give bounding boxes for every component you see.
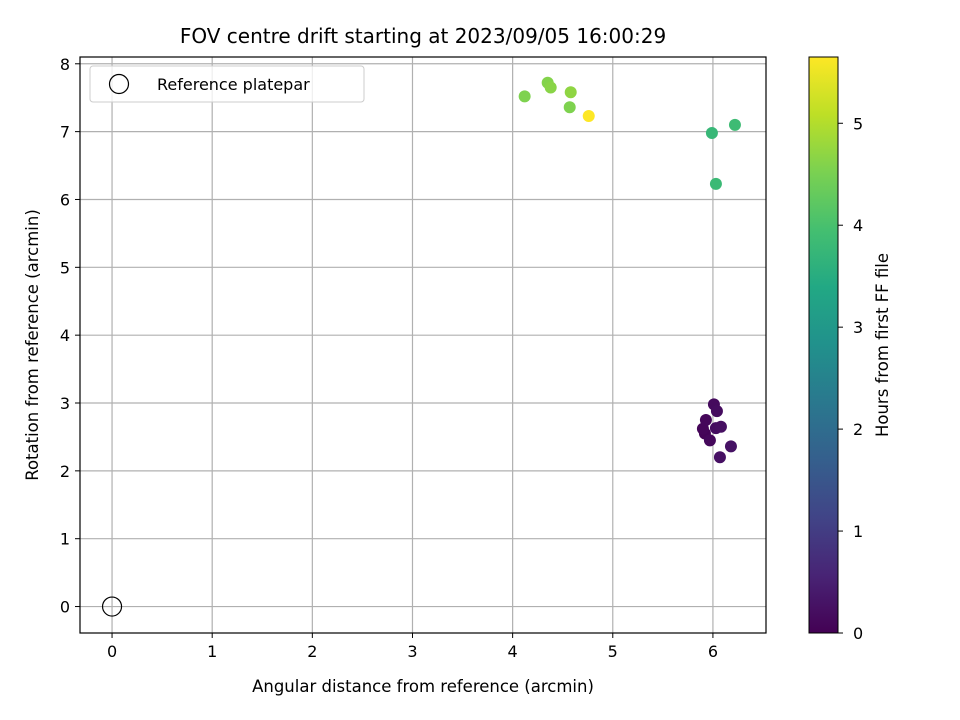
- y-tick-label: 6: [60, 190, 70, 209]
- data-point: [564, 86, 577, 99]
- legend: Reference platepar: [89, 65, 365, 103]
- data-point: [563, 101, 576, 114]
- chart-title: FOV centre drift starting at 2023/09/05 …: [180, 24, 666, 48]
- x-tick-label: 5: [608, 642, 618, 661]
- x-tick-label: 3: [407, 642, 417, 661]
- colorbar: [808, 56, 839, 634]
- legend-box: [89, 65, 365, 103]
- y-tick-label: 5: [60, 258, 70, 277]
- data-point: [705, 126, 718, 139]
- y-tick-label: 2: [60, 462, 70, 481]
- x-tick-label: 1: [207, 642, 217, 661]
- data-point: [544, 81, 557, 94]
- data-point: [703, 434, 716, 447]
- colorbar-tick-label: 4: [853, 216, 863, 235]
- data-point: [710, 405, 723, 418]
- x-tick-label: 4: [508, 642, 518, 661]
- x-axis-ticks: 0 1 2 3 4 5 6: [107, 633, 718, 661]
- legend-label-reference: Reference platepar: [157, 75, 310, 94]
- data-point: [714, 420, 727, 433]
- data-point: [709, 177, 722, 190]
- data-point: [724, 440, 737, 453]
- colorbar-tick-label: 5: [853, 114, 863, 133]
- x-tick-label: 2: [307, 642, 317, 661]
- y-axis-label: Rotation from reference (arcmin): [23, 209, 42, 481]
- data-points: [518, 76, 741, 464]
- y-tick-label: 0: [60, 598, 70, 617]
- colorbar-label: Hours from first FF file: [873, 253, 892, 437]
- y-tick-label: 4: [60, 326, 70, 345]
- x-axis-label: Angular distance from reference (arcmin): [252, 677, 594, 696]
- colorbar-tick-label: 0: [853, 624, 863, 643]
- data-point: [699, 413, 712, 426]
- y-tick-label: 8: [60, 55, 70, 74]
- y-tick-label: 7: [60, 123, 70, 142]
- x-tick-label: 0: [107, 642, 117, 661]
- y-tick-label: 1: [60, 530, 70, 549]
- legend-marker-reference: [108, 73, 130, 95]
- grid: [80, 57, 766, 633]
- colorbar-tick-label: 2: [853, 420, 863, 439]
- y-tick-label: 3: [60, 394, 70, 413]
- data-point: [518, 90, 531, 103]
- colorbar-ticks: 0 1 2 3 4 5: [838, 114, 863, 643]
- colorbar-tick-label: 1: [853, 522, 863, 541]
- y-axis-ticks: 0 1 2 3 4 5 6 7 8: [60, 55, 80, 617]
- data-point: [582, 110, 595, 123]
- data-point: [728, 118, 741, 131]
- data-point: [713, 451, 726, 464]
- reference-platepar-marker: [101, 596, 123, 617]
- plot-frame: [79, 56, 767, 634]
- x-tick-label: 6: [708, 642, 718, 661]
- colorbar-tick-label: 3: [853, 318, 863, 337]
- reference-point-group: [101, 596, 123, 617]
